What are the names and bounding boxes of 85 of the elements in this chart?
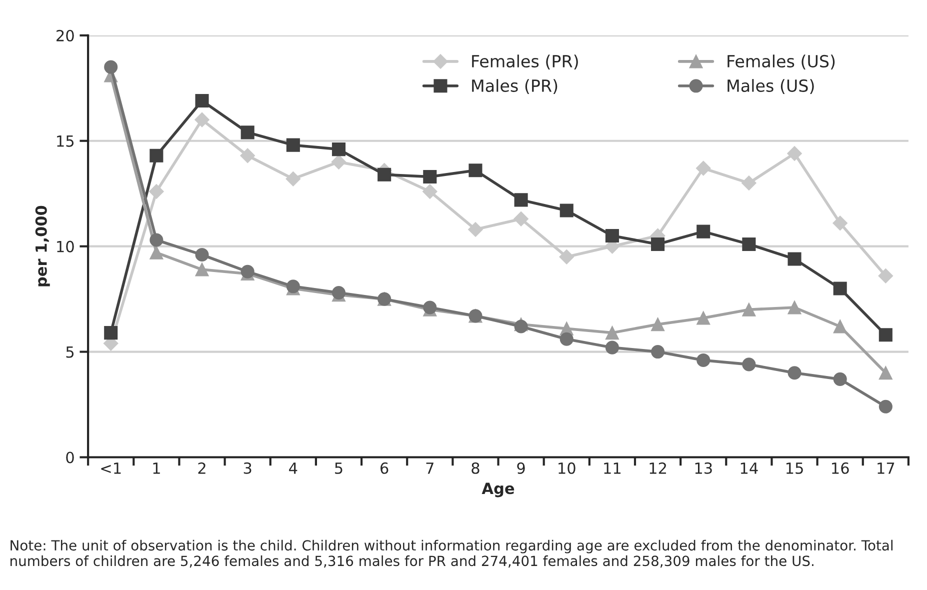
- x-axis-title: Age: [482, 482, 514, 498]
- y-tick-label: 15: [57, 136, 74, 147]
- point: [104, 60, 118, 74]
- point: [878, 400, 892, 414]
- point: [787, 146, 802, 161]
- y-tick-label: 5: [66, 346, 74, 358]
- point: [194, 112, 210, 128]
- point: [833, 372, 847, 386]
- point: [878, 268, 894, 284]
- x-tick-label: 4: [289, 462, 298, 474]
- point: [696, 311, 710, 325]
- point: [514, 212, 528, 226]
- legend-label: Females (PR): [472, 54, 578, 70]
- point: [195, 94, 209, 108]
- point: [150, 233, 164, 247]
- legend-label: Females (US): [728, 54, 835, 70]
- x-tick-label: 2: [198, 462, 206, 474]
- point: [560, 332, 574, 346]
- x-tick-label: <1: [101, 462, 121, 474]
- x-tick-label: 12: [650, 462, 666, 474]
- point: [240, 148, 255, 164]
- point: [195, 248, 209, 262]
- point: [331, 154, 346, 170]
- x-tick-label: 14: [740, 462, 758, 474]
- point: [696, 160, 711, 176]
- point: [514, 193, 528, 207]
- point: [422, 184, 438, 199]
- point: [286, 171, 301, 186]
- y-tick-label: 20: [56, 30, 74, 42]
- point: [788, 252, 802, 266]
- point: [788, 300, 802, 314]
- point: [833, 320, 847, 334]
- x-tick-label: 6: [380, 462, 388, 474]
- point: [332, 142, 346, 156]
- point: [150, 246, 164, 260]
- legend-label: Males (US): [728, 79, 814, 94]
- point: [605, 340, 619, 354]
- point: [468, 222, 483, 237]
- x-tick-label: 17: [878, 462, 894, 474]
- y-tick-label: 0: [66, 452, 74, 464]
- point: [742, 237, 756, 251]
- point: [240, 264, 254, 278]
- x-tick-label: 1: [153, 462, 160, 474]
- point: [742, 176, 756, 190]
- point: [559, 249, 574, 264]
- x-tick-label: 3: [244, 462, 252, 474]
- point: [605, 326, 619, 340]
- point: [332, 286, 346, 300]
- point: [423, 170, 437, 184]
- y-tick-label: 10: [57, 240, 74, 252]
- point: [468, 164, 482, 178]
- point: [742, 302, 756, 316]
- point: [378, 168, 392, 182]
- point: [878, 328, 892, 342]
- point: [149, 184, 164, 199]
- text: Note: The unit of observation is the child. Children without information regarding age are excluded from the denominator. Total numbers of children are 5,246 females and 5,316 males for PR and 274,401 females and 258,309 males for the US.: [10, 540, 893, 568]
- point: [240, 126, 254, 140]
- x-tick-label: 10: [558, 462, 576, 474]
- x-tick-label: 15: [786, 462, 803, 474]
- x-tick-label: 9: [517, 462, 525, 474]
- point: [651, 237, 665, 251]
- x-tick-label: 7: [426, 462, 434, 474]
- point: [742, 358, 756, 372]
- x-tick-label: 8: [472, 462, 480, 474]
- y-axis-title: per 1,000: [35, 206, 50, 286]
- x-tick-label: 11: [604, 462, 621, 474]
- point: [104, 326, 118, 340]
- x-tick-label: 5: [335, 462, 342, 474]
- point: [560, 204, 574, 218]
- point: [195, 262, 209, 276]
- point: [696, 224, 710, 238]
- point: [788, 366, 802, 380]
- x-tick-label: 13: [695, 462, 712, 474]
- point: [878, 366, 892, 380]
- point: [150, 148, 164, 162]
- point: [696, 353, 710, 367]
- point: [651, 318, 665, 332]
- point: [286, 138, 300, 152]
- x-tick-label: 16: [832, 462, 849, 474]
- legend-label: Males (PR): [472, 79, 558, 94]
- point: [514, 320, 528, 334]
- point: [605, 229, 619, 243]
- point: [833, 282, 847, 296]
- point: [832, 216, 848, 231]
- point: [651, 345, 665, 359]
